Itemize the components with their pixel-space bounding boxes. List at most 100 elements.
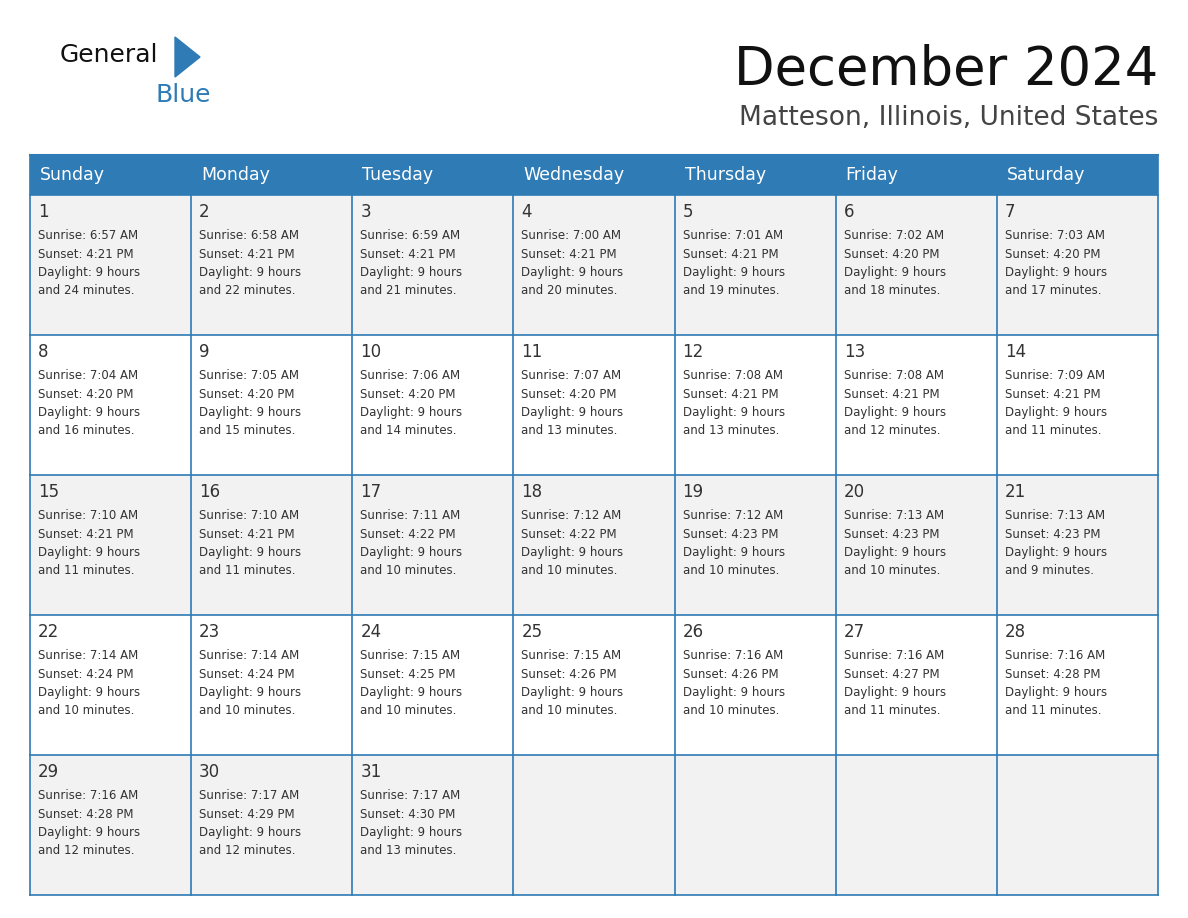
Text: and 11 minutes.: and 11 minutes. — [38, 565, 134, 577]
Text: Sunset: 4:21 PM: Sunset: 4:21 PM — [683, 387, 778, 400]
Text: and 16 minutes.: and 16 minutes. — [38, 424, 134, 438]
Text: Sunset: 4:20 PM: Sunset: 4:20 PM — [360, 387, 456, 400]
Text: Sunset: 4:21 PM: Sunset: 4:21 PM — [38, 528, 133, 541]
Text: 15: 15 — [38, 483, 59, 501]
Text: Sunrise: 7:11 AM: Sunrise: 7:11 AM — [360, 509, 461, 522]
Text: Daylight: 9 hours: Daylight: 9 hours — [683, 406, 785, 419]
Text: and 12 minutes.: and 12 minutes. — [843, 424, 940, 438]
Text: Sunrise: 7:12 AM: Sunrise: 7:12 AM — [683, 509, 783, 522]
Text: 8: 8 — [38, 343, 49, 361]
Text: Daylight: 9 hours: Daylight: 9 hours — [683, 266, 785, 279]
Text: Daylight: 9 hours: Daylight: 9 hours — [843, 266, 946, 279]
Text: Daylight: 9 hours: Daylight: 9 hours — [1005, 546, 1107, 559]
Text: Sunrise: 7:00 AM: Sunrise: 7:00 AM — [522, 229, 621, 242]
Text: Sunrise: 7:01 AM: Sunrise: 7:01 AM — [683, 229, 783, 242]
Text: Sunset: 4:22 PM: Sunset: 4:22 PM — [522, 528, 617, 541]
Text: Daylight: 9 hours: Daylight: 9 hours — [843, 406, 946, 419]
Text: Sunset: 4:21 PM: Sunset: 4:21 PM — [522, 248, 617, 261]
Text: Daylight: 9 hours: Daylight: 9 hours — [843, 686, 946, 699]
Text: Sunrise: 7:07 AM: Sunrise: 7:07 AM — [522, 369, 621, 382]
Text: 20: 20 — [843, 483, 865, 501]
Text: 7: 7 — [1005, 203, 1016, 221]
Text: Sunset: 4:20 PM: Sunset: 4:20 PM — [38, 387, 133, 400]
Text: and 18 minutes.: and 18 minutes. — [843, 285, 940, 297]
Text: 29: 29 — [38, 763, 59, 781]
Text: 3: 3 — [360, 203, 371, 221]
Text: Daylight: 9 hours: Daylight: 9 hours — [1005, 406, 1107, 419]
Text: and 19 minutes.: and 19 minutes. — [683, 285, 779, 297]
Text: Daylight: 9 hours: Daylight: 9 hours — [1005, 266, 1107, 279]
Text: and 10 minutes.: and 10 minutes. — [38, 704, 134, 718]
Text: Sunrise: 7:13 AM: Sunrise: 7:13 AM — [843, 509, 943, 522]
Text: Sunrise: 7:03 AM: Sunrise: 7:03 AM — [1005, 229, 1105, 242]
Text: Sunrise: 7:16 AM: Sunrise: 7:16 AM — [38, 789, 138, 802]
Text: Daylight: 9 hours: Daylight: 9 hours — [522, 266, 624, 279]
Text: Sunrise: 7:17 AM: Sunrise: 7:17 AM — [360, 789, 461, 802]
Text: Sunset: 4:21 PM: Sunset: 4:21 PM — [843, 387, 940, 400]
Text: Sunrise: 7:08 AM: Sunrise: 7:08 AM — [843, 369, 943, 382]
Text: Daylight: 9 hours: Daylight: 9 hours — [360, 826, 462, 839]
Text: Sunset: 4:24 PM: Sunset: 4:24 PM — [200, 667, 295, 680]
Text: 1: 1 — [38, 203, 49, 221]
Text: Sunset: 4:21 PM: Sunset: 4:21 PM — [683, 248, 778, 261]
Text: Daylight: 9 hours: Daylight: 9 hours — [1005, 686, 1107, 699]
Text: Wednesday: Wednesday — [524, 166, 625, 184]
Text: and 10 minutes.: and 10 minutes. — [522, 704, 618, 718]
Text: and 10 minutes.: and 10 minutes. — [360, 565, 456, 577]
Text: Daylight: 9 hours: Daylight: 9 hours — [683, 686, 785, 699]
Text: 31: 31 — [360, 763, 381, 781]
Text: Sunrise: 7:10 AM: Sunrise: 7:10 AM — [38, 509, 138, 522]
Text: 6: 6 — [843, 203, 854, 221]
Text: 4: 4 — [522, 203, 532, 221]
Text: 12: 12 — [683, 343, 703, 361]
Text: Sunrise: 6:58 AM: Sunrise: 6:58 AM — [200, 229, 299, 242]
Text: 30: 30 — [200, 763, 220, 781]
Text: 13: 13 — [843, 343, 865, 361]
Text: Friday: Friday — [846, 166, 898, 184]
Text: Daylight: 9 hours: Daylight: 9 hours — [683, 546, 785, 559]
Bar — [30, 155, 1158, 195]
Text: Sunset: 4:26 PM: Sunset: 4:26 PM — [522, 667, 617, 680]
Text: Sunrise: 7:15 AM: Sunrise: 7:15 AM — [522, 649, 621, 662]
Text: 16: 16 — [200, 483, 220, 501]
Text: and 11 minutes.: and 11 minutes. — [200, 565, 296, 577]
Text: Matteson, Illinois, United States: Matteson, Illinois, United States — [739, 105, 1158, 131]
Text: Daylight: 9 hours: Daylight: 9 hours — [360, 686, 462, 699]
Text: Sunrise: 7:09 AM: Sunrise: 7:09 AM — [1005, 369, 1105, 382]
Text: Daylight: 9 hours: Daylight: 9 hours — [843, 546, 946, 559]
Text: Sunset: 4:28 PM: Sunset: 4:28 PM — [1005, 667, 1100, 680]
Text: and 22 minutes.: and 22 minutes. — [200, 285, 296, 297]
Text: 17: 17 — [360, 483, 381, 501]
Text: Sunrise: 7:16 AM: Sunrise: 7:16 AM — [1005, 649, 1105, 662]
Polygon shape — [175, 37, 200, 77]
Text: 25: 25 — [522, 623, 543, 641]
Text: Sunset: 4:24 PM: Sunset: 4:24 PM — [38, 667, 133, 680]
Text: Daylight: 9 hours: Daylight: 9 hours — [38, 826, 140, 839]
Text: Sunrise: 7:16 AM: Sunrise: 7:16 AM — [843, 649, 944, 662]
Text: 2: 2 — [200, 203, 210, 221]
Text: Sunrise: 7:14 AM: Sunrise: 7:14 AM — [38, 649, 138, 662]
Bar — [30, 475, 1158, 615]
Text: 23: 23 — [200, 623, 221, 641]
Text: Sunset: 4:21 PM: Sunset: 4:21 PM — [200, 248, 295, 261]
Text: Sunday: Sunday — [40, 166, 105, 184]
Text: Sunset: 4:23 PM: Sunset: 4:23 PM — [1005, 528, 1100, 541]
Text: Sunrise: 7:13 AM: Sunrise: 7:13 AM — [1005, 509, 1105, 522]
Text: and 13 minutes.: and 13 minutes. — [360, 845, 456, 857]
Text: and 21 minutes.: and 21 minutes. — [360, 285, 456, 297]
Text: Sunrise: 7:17 AM: Sunrise: 7:17 AM — [200, 789, 299, 802]
Text: and 10 minutes.: and 10 minutes. — [683, 565, 779, 577]
Text: 21: 21 — [1005, 483, 1026, 501]
Text: Sunrise: 7:10 AM: Sunrise: 7:10 AM — [200, 509, 299, 522]
Text: Sunrise: 7:05 AM: Sunrise: 7:05 AM — [200, 369, 299, 382]
Text: Sunset: 4:21 PM: Sunset: 4:21 PM — [38, 248, 133, 261]
Text: and 17 minutes.: and 17 minutes. — [1005, 285, 1101, 297]
Text: Daylight: 9 hours: Daylight: 9 hours — [38, 406, 140, 419]
Text: Sunset: 4:21 PM: Sunset: 4:21 PM — [1005, 387, 1100, 400]
Text: Sunrise: 7:15 AM: Sunrise: 7:15 AM — [360, 649, 461, 662]
Text: and 11 minutes.: and 11 minutes. — [1005, 424, 1101, 438]
Text: Blue: Blue — [154, 83, 210, 107]
Text: and 13 minutes.: and 13 minutes. — [683, 424, 779, 438]
Text: Daylight: 9 hours: Daylight: 9 hours — [360, 406, 462, 419]
Text: 27: 27 — [843, 623, 865, 641]
